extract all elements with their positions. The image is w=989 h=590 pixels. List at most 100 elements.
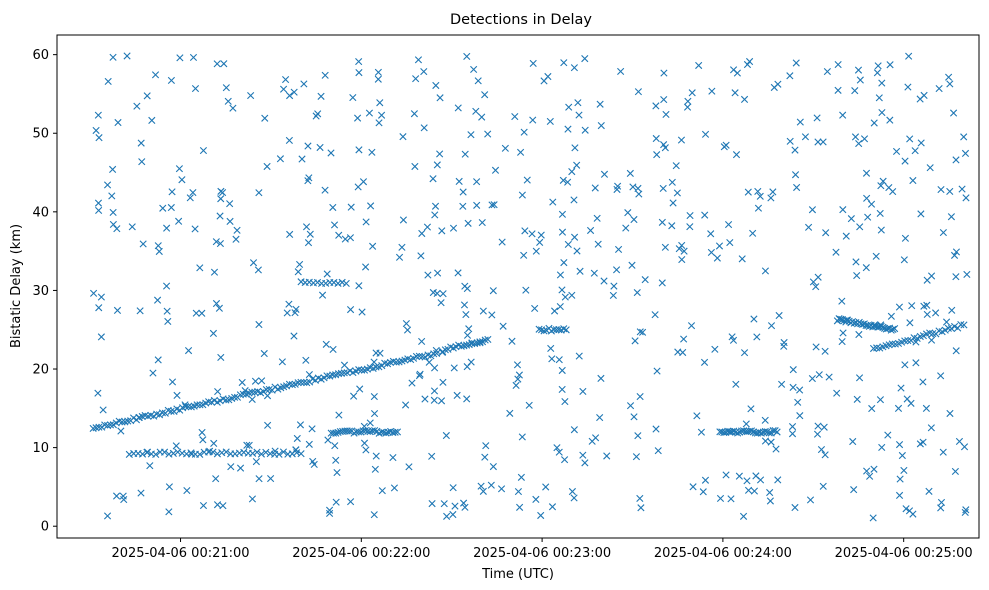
data-point xyxy=(232,235,240,243)
data-point xyxy=(457,342,465,350)
data-point xyxy=(165,483,173,491)
data-point xyxy=(128,223,136,231)
data-point xyxy=(568,291,576,299)
data-point xyxy=(151,71,160,79)
data-point xyxy=(430,396,438,404)
data-point xyxy=(661,243,669,251)
data-point xyxy=(106,421,115,429)
data-point xyxy=(668,178,676,186)
data-point xyxy=(338,278,346,286)
data-point xyxy=(213,60,221,68)
data-point xyxy=(198,309,206,317)
data-point xyxy=(292,305,300,313)
data-point xyxy=(905,52,913,60)
data-point xyxy=(393,428,402,436)
data-point xyxy=(415,352,423,360)
data-point xyxy=(658,218,666,226)
data-point xyxy=(451,502,459,510)
data-point xyxy=(489,287,497,295)
data-point xyxy=(895,303,904,311)
data-point xyxy=(754,204,763,212)
data-point xyxy=(686,223,694,231)
data-point xyxy=(842,232,850,240)
data-point xyxy=(942,318,951,326)
data-point xyxy=(791,503,799,512)
data-point xyxy=(353,114,362,122)
data-point xyxy=(726,239,734,247)
data-point xyxy=(167,76,175,85)
data-point xyxy=(255,475,263,483)
data-point xyxy=(124,417,132,425)
data-point xyxy=(872,252,880,260)
data-point xyxy=(683,103,692,111)
data-point xyxy=(871,321,879,329)
data-point xyxy=(962,506,970,514)
data-point xyxy=(560,259,568,267)
data-point xyxy=(199,436,207,444)
data-point xyxy=(370,409,379,418)
data-point xyxy=(340,361,349,369)
data-point xyxy=(727,495,735,503)
data-point xyxy=(925,487,933,495)
data-point xyxy=(449,484,457,492)
data-point xyxy=(454,104,462,112)
data-point xyxy=(793,183,801,192)
data-point xyxy=(958,185,966,193)
y-axis-label: Bistatic Delay (km) xyxy=(9,224,24,348)
data-point xyxy=(370,511,378,519)
data-point xyxy=(680,247,688,255)
data-point xyxy=(767,322,776,330)
data-point xyxy=(467,358,475,366)
data-point xyxy=(678,241,686,250)
data-point xyxy=(215,304,223,312)
plot-points xyxy=(89,52,971,522)
data-point xyxy=(154,356,162,364)
data-point xyxy=(750,315,758,323)
data-point xyxy=(961,149,970,157)
data-point xyxy=(317,92,325,100)
data-point xyxy=(248,495,257,503)
data-point xyxy=(908,302,916,310)
data-point xyxy=(229,104,237,112)
data-point xyxy=(296,260,304,269)
data-point xyxy=(851,133,860,141)
data-point xyxy=(324,436,332,444)
data-point xyxy=(176,54,184,62)
data-point xyxy=(731,89,739,97)
data-point xyxy=(199,501,208,510)
data-point xyxy=(626,169,634,177)
data-point xyxy=(911,147,919,155)
data-point xyxy=(210,439,218,447)
data-point xyxy=(867,200,876,208)
data-point xyxy=(570,494,578,502)
data-point xyxy=(946,409,954,418)
data-point xyxy=(138,450,147,458)
data-point xyxy=(391,428,399,436)
data-point xyxy=(535,325,543,333)
data-point xyxy=(390,484,399,492)
data-point xyxy=(370,392,378,401)
data-point xyxy=(165,508,173,516)
data-point xyxy=(217,353,225,362)
data-point xyxy=(529,116,537,124)
data-point xyxy=(937,185,945,194)
data-point xyxy=(842,316,851,324)
data-point xyxy=(222,448,230,456)
data-point xyxy=(804,223,813,231)
data-point xyxy=(366,428,374,436)
data-point xyxy=(636,392,644,401)
data-point xyxy=(862,264,870,272)
data-point xyxy=(430,387,439,395)
y-axis: 0 10 20 30 40 50 60 xyxy=(32,48,57,535)
data-point xyxy=(863,194,871,202)
data-point xyxy=(428,452,436,460)
data-point xyxy=(258,377,266,385)
data-point xyxy=(440,500,448,508)
data-point xyxy=(839,206,847,214)
data-point xyxy=(310,460,318,469)
data-point xyxy=(484,335,492,344)
data-point xyxy=(369,242,377,250)
data-point xyxy=(597,122,605,130)
data-point xyxy=(463,52,471,61)
data-point xyxy=(174,448,182,456)
